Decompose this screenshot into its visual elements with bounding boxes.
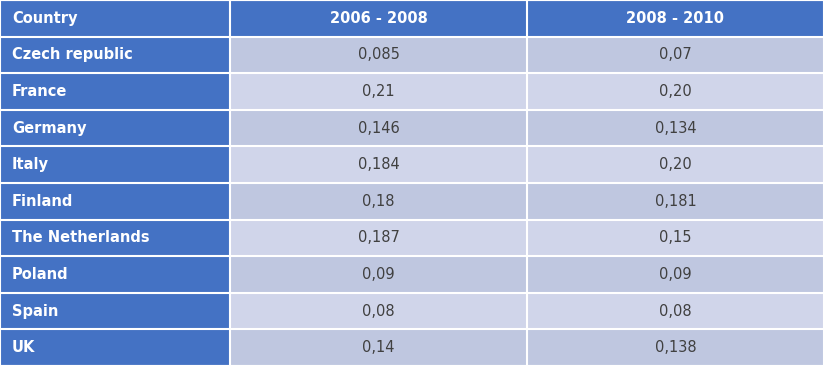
Bar [230,329,527,366]
Bar [0,146,230,183]
Text: 0,085: 0,085 [358,48,400,62]
Text: 2006 - 2008: 2006 - 2008 [330,11,428,26]
Bar [0,73,230,110]
Bar [0,293,230,329]
Bar [0,0,824,37]
Text: 2008 - 2010: 2008 - 2010 [626,11,724,26]
Bar [0,256,230,293]
Text: Poland: Poland [12,267,68,282]
Text: 0,07: 0,07 [659,48,692,62]
Text: Italy: Italy [12,157,49,172]
Text: 0,20: 0,20 [659,157,692,172]
Text: 0,18: 0,18 [363,194,395,209]
Bar [230,183,527,220]
Bar [230,146,527,183]
Text: 0,20: 0,20 [659,84,692,99]
Text: 0,184: 0,184 [358,157,400,172]
Bar [527,329,824,366]
Bar [0,183,230,220]
Text: 0,08: 0,08 [363,304,395,318]
Bar [527,146,824,183]
Text: 0,187: 0,187 [358,231,400,245]
Text: The Netherlands: The Netherlands [12,231,150,245]
Text: 0,08: 0,08 [659,304,692,318]
Text: Country: Country [12,11,77,26]
Bar [230,256,527,293]
Text: 0,134: 0,134 [655,121,696,135]
Text: 0,21: 0,21 [363,84,395,99]
Bar [527,220,824,256]
Bar [230,110,527,146]
Bar [527,256,824,293]
Text: Finland: Finland [12,194,73,209]
Text: 0,181: 0,181 [654,194,696,209]
Bar [230,220,527,256]
Text: 0,146: 0,146 [358,121,400,135]
Text: 0,138: 0,138 [655,340,696,355]
Bar [527,110,824,146]
Text: Germany: Germany [12,121,87,135]
Text: 0,14: 0,14 [363,340,395,355]
Bar [0,37,230,73]
Text: Czech republic: Czech republic [12,48,133,62]
Text: UK: UK [12,340,35,355]
Bar [0,220,230,256]
Bar [230,37,527,73]
Bar [527,293,824,329]
Bar [0,110,230,146]
Text: 0,15: 0,15 [659,231,692,245]
Bar [527,73,824,110]
Text: 0,09: 0,09 [363,267,395,282]
Bar [527,183,824,220]
Text: France: France [12,84,68,99]
Bar [230,293,527,329]
Bar [527,37,824,73]
Text: Spain: Spain [12,304,59,318]
Text: 0,09: 0,09 [659,267,692,282]
Bar [0,329,230,366]
Bar [230,73,527,110]
